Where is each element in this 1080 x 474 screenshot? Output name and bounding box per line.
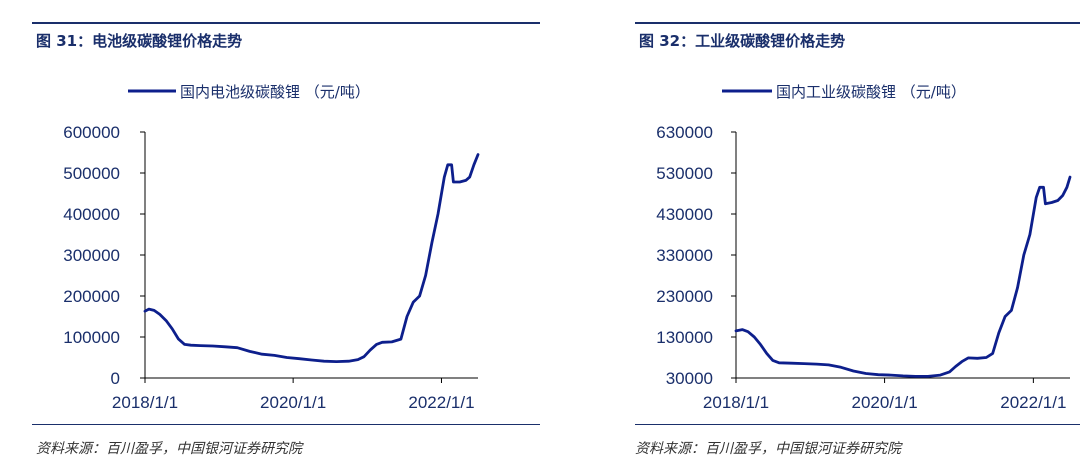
legend-label: 国内工业级碳酸锂 （元/吨） (776, 83, 966, 101)
chart-title: 图 32：工业级碳酸锂价格走势 (639, 32, 846, 50)
x-tick-label: 2018/1/1 (112, 393, 178, 412)
source-note: 资料来源：百川盈孚，中国银河证券研究院 (36, 441, 302, 457)
y-tick-label: 130000 (656, 328, 713, 347)
figure-header: 图 32：工业级碳酸锂价格走势 (635, 22, 1080, 58)
source-note: 资料来源：百川盈孚，中国银河证券研究院 (635, 441, 901, 457)
legend-label: 国内电池级碳酸锂 （元/吨） (180, 83, 370, 101)
y-tick-label: 100000 (63, 328, 120, 347)
series-line (143, 153, 480, 364)
y-tick-label: 330000 (656, 246, 713, 265)
x-tick-label: 2022/1/1 (408, 393, 474, 412)
x-tick-label: 2020/1/1 (851, 393, 917, 412)
footer-rule (32, 424, 540, 425)
chart-panel-31: 图 31：电池级碳酸锂价格走势 0 100000 200000 300000 40000… (32, 22, 540, 457)
series-line (734, 175, 1072, 378)
x-tick-label: 2022/1/1 (1000, 393, 1066, 412)
y-tick-label: 200000 (63, 287, 120, 306)
y-tick-label: 400000 (63, 205, 120, 224)
chart-panel-32: 图 32：工业级碳酸锂价格走势 30000 130000 230000 330000 4… (540, 0, 1080, 474)
footer-rule (635, 424, 1080, 425)
figure-header: 图 31：电池级碳酸锂价格走势 (32, 22, 540, 58)
chart-title: 图 31：电池级碳酸锂价格走势 (36, 32, 243, 50)
line-chart-battery-grade: 0 100000 200000 300000 400000 500000 600000 201… (63, 83, 480, 412)
y-tick-label: 300000 (63, 246, 120, 265)
y-tick-label: 500000 (63, 164, 120, 183)
line-chart-industrial-grade: 30000 130000 230000 330000 430000 530000 63000… (656, 83, 1072, 412)
y-tick-label: 600000 (63, 123, 120, 142)
y-tick-label: 30000 (666, 369, 713, 388)
x-tick-label: 2020/1/1 (260, 393, 326, 412)
x-tick-label: 2018/1/1 (703, 393, 769, 412)
y-tick-label: 230000 (656, 287, 713, 306)
y-tick-label: 430000 (656, 205, 713, 224)
y-tick-label: 630000 (656, 123, 713, 142)
y-tick-label: 530000 (656, 164, 713, 183)
y-tick-label: 0 (111, 369, 120, 388)
